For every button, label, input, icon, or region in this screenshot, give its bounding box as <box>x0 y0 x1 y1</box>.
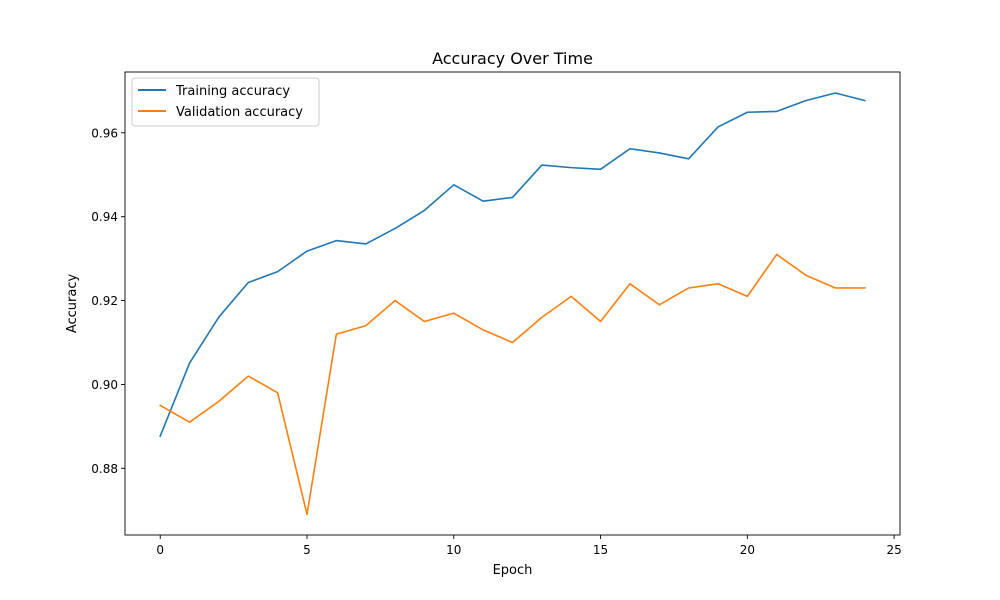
y-tick-label: 0.96 <box>91 126 118 140</box>
y-axis-ticks: 0.88 0.90 0.92 0.94 0.96 <box>91 126 125 476</box>
legend-label-validation: Validation accuracy <box>176 105 303 120</box>
series-line-training-accuracy <box>159 92 866 438</box>
legend-label-training: Training accuracy <box>175 84 290 99</box>
y-tick-label: 0.88 <box>91 462 118 476</box>
y-tick-label: 0.90 <box>91 378 118 392</box>
x-tick-label: 5 <box>303 543 311 557</box>
series-layer <box>159 92 866 516</box>
series-line-validation-accuracy <box>159 253 866 516</box>
x-tick-label: 15 <box>593 543 608 557</box>
y-axis-label: Accuracy <box>65 274 80 334</box>
legend: Training accuracy Validation accuracy <box>131 77 320 127</box>
x-axis-label: Epoch <box>493 563 533 578</box>
y-tick-label: 0.92 <box>91 294 118 308</box>
plot-frame <box>124 71 901 536</box>
x-tick-label: 0 <box>156 543 164 557</box>
legend-box <box>131 77 320 127</box>
x-tick-label: 25 <box>886 543 901 557</box>
x-axis-ticks: 0 5 10 15 20 25 <box>156 535 902 557</box>
y-tick-label: 0.94 <box>91 210 118 224</box>
plot-area <box>125 72 900 535</box>
x-tick-label: 20 <box>740 543 755 557</box>
chart-title: Accuracy Over Time <box>432 49 593 68</box>
x-tick-label: 10 <box>446 543 461 557</box>
